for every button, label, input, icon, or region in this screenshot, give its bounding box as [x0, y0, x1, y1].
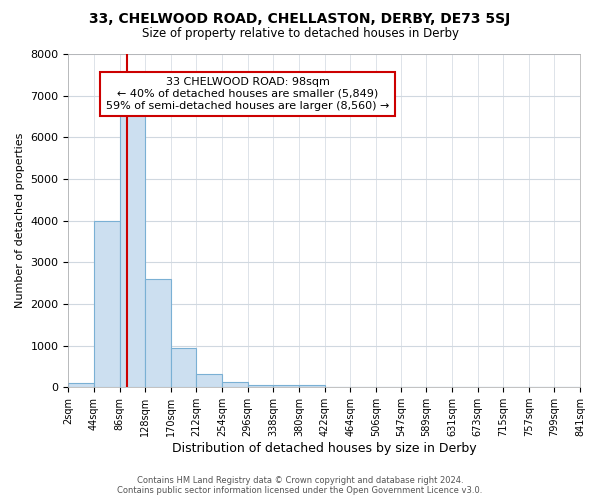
X-axis label: Distribution of detached houses by size in Derby: Distribution of detached houses by size …: [172, 442, 476, 455]
Bar: [119, 112, 145, 387]
Bar: [145, 279, 171, 387]
Bar: [68, 383, 94, 387]
Bar: [248, 384, 273, 387]
Text: 33, CHELWOOD ROAD, CHELLASTON, DERBY, DE73 5SJ: 33, CHELWOOD ROAD, CHELLASTON, DERBY, DE…: [89, 12, 511, 26]
Text: 33 CHELWOOD ROAD: 98sqm
← 40% of detached houses are smaller (5,849)
59% of semi: 33 CHELWOOD ROAD: 98sqm ← 40% of detache…: [106, 78, 389, 110]
Text: Size of property relative to detached houses in Derby: Size of property relative to detached ho…: [142, 28, 458, 40]
Y-axis label: Number of detached properties: Number of detached properties: [15, 133, 25, 308]
Bar: [196, 374, 222, 387]
Bar: [299, 384, 325, 387]
Bar: [222, 382, 248, 387]
Bar: [94, 220, 119, 387]
Bar: [171, 348, 196, 387]
Text: Contains HM Land Registry data © Crown copyright and database right 2024.
Contai: Contains HM Land Registry data © Crown c…: [118, 476, 482, 495]
Bar: [273, 384, 299, 387]
